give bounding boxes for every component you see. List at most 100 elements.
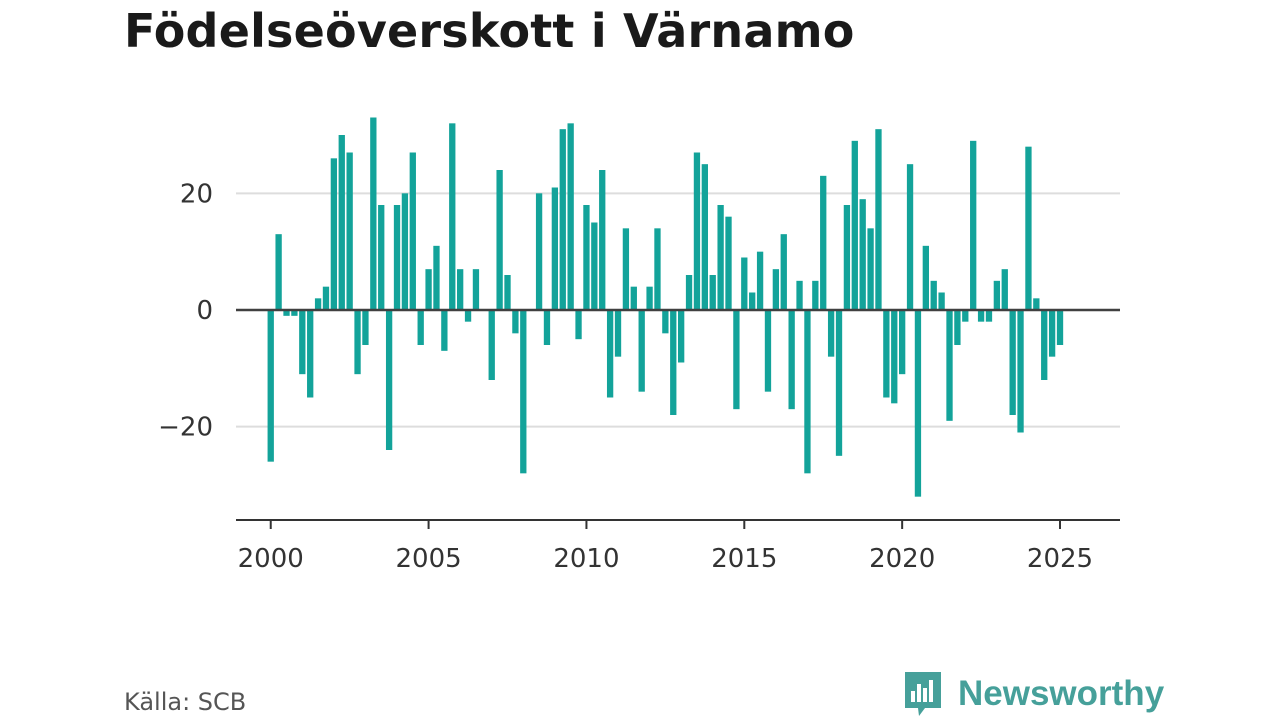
bar xyxy=(962,310,969,322)
bar xyxy=(709,275,716,310)
bar xyxy=(275,234,282,310)
bar xyxy=(749,292,756,310)
bar xyxy=(654,228,661,310)
bar xyxy=(330,158,338,310)
bar xyxy=(693,152,701,310)
bar xyxy=(788,310,795,410)
source-note: Källa: SCB xyxy=(124,688,247,716)
bar xyxy=(938,292,945,310)
bar xyxy=(464,310,472,322)
bar xyxy=(575,310,582,340)
bar xyxy=(504,275,511,310)
bar xyxy=(314,298,322,310)
bar xyxy=(338,135,345,310)
bar xyxy=(267,310,274,462)
bar xyxy=(930,280,937,310)
bar xyxy=(977,310,985,322)
bar xyxy=(1001,269,1008,310)
bar xyxy=(441,310,448,351)
bar xyxy=(741,257,748,310)
bar xyxy=(1048,310,1056,357)
bar xyxy=(993,280,1001,310)
bar xyxy=(370,117,377,310)
bar xyxy=(543,310,551,345)
bar xyxy=(520,310,527,474)
bar xyxy=(606,310,614,398)
x-tick-label: 2000 xyxy=(238,544,304,574)
bar xyxy=(630,286,637,310)
bar xyxy=(425,269,432,310)
bar xyxy=(812,280,819,310)
y-tick-label: 0 xyxy=(196,296,213,326)
bar xyxy=(685,275,693,310)
bar xyxy=(559,129,566,310)
x-tick-label: 2025 xyxy=(1027,544,1093,574)
bar xyxy=(717,205,724,310)
bar xyxy=(914,310,922,497)
y-tick-label: −20 xyxy=(158,413,213,443)
bar xyxy=(417,310,424,345)
bar xyxy=(385,310,393,450)
bar xyxy=(393,205,401,310)
bar xyxy=(622,228,630,310)
bar xyxy=(701,164,708,310)
bar xyxy=(409,152,416,310)
bar xyxy=(1041,310,1048,380)
bar xyxy=(354,310,361,375)
bar xyxy=(764,310,772,392)
bar xyxy=(1056,310,1064,345)
bar xyxy=(591,222,598,310)
bar xyxy=(843,205,851,310)
bar xyxy=(946,310,953,421)
bar xyxy=(756,251,764,310)
x-tick-label: 2015 xyxy=(711,544,777,574)
x-tick-label: 2005 xyxy=(395,544,461,574)
bar xyxy=(299,310,306,375)
x-tick-label: 2020 xyxy=(869,544,935,574)
bar xyxy=(678,310,685,363)
bar xyxy=(457,269,464,310)
bar xyxy=(307,310,314,398)
bar xyxy=(804,310,811,474)
brand-logo[interactable]: Newsworthy xyxy=(903,670,1164,718)
bar xyxy=(827,310,835,357)
bar xyxy=(733,310,740,410)
bar xyxy=(883,310,890,398)
bar xyxy=(867,228,874,310)
bar xyxy=(922,245,929,310)
bar xyxy=(401,193,409,310)
y-tick-label: 20 xyxy=(180,179,213,209)
bar xyxy=(583,205,590,310)
bar xyxy=(899,310,906,375)
bar xyxy=(1025,146,1032,310)
bar xyxy=(283,310,290,316)
bar xyxy=(796,280,803,310)
bar xyxy=(970,140,977,310)
x-tick-label: 2010 xyxy=(553,544,619,574)
bar xyxy=(875,129,882,310)
bar xyxy=(638,310,645,392)
bar-series xyxy=(267,117,1064,497)
bar xyxy=(599,170,606,310)
bar xyxy=(488,310,495,380)
bar xyxy=(891,310,898,404)
bar xyxy=(512,310,519,334)
bar xyxy=(859,199,866,310)
bar xyxy=(346,152,353,310)
axes xyxy=(236,308,1120,529)
bar xyxy=(567,123,574,310)
bar xyxy=(954,310,961,345)
bar xyxy=(780,234,787,310)
bar xyxy=(433,245,440,310)
y-tick-labels: 20 0 −20 xyxy=(158,179,213,442)
bar xyxy=(291,310,298,316)
bar xyxy=(362,310,369,345)
x-tick-labels: 2000 2005 2010 2015 2020 2025 xyxy=(238,544,1093,574)
bar xyxy=(985,310,993,322)
newsworthy-logo-icon xyxy=(905,672,941,716)
bar xyxy=(535,193,543,310)
bar xyxy=(662,310,669,334)
chart-title: Födelseöverskott i Värnamo xyxy=(124,4,855,58)
